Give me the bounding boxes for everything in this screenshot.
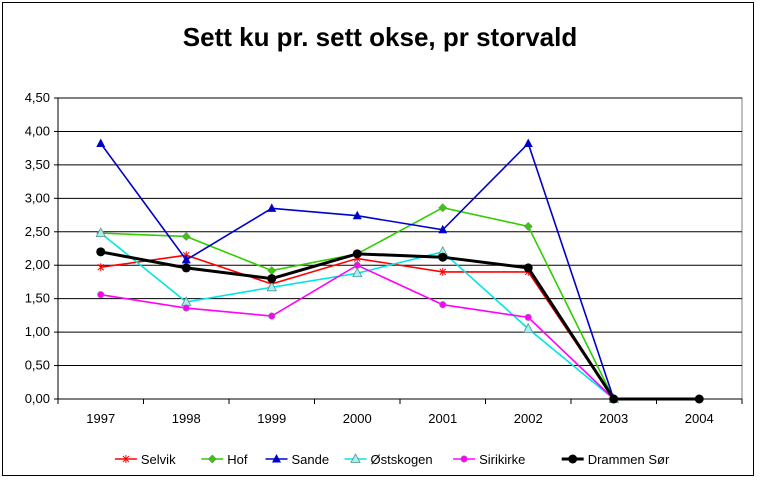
data-point-sande (267, 203, 277, 212)
data-point-drammen-s-r (181, 263, 191, 273)
data-point-drammen-s-r (438, 252, 448, 262)
y-tick-label: 2,50 (25, 224, 50, 239)
data-point-hof (523, 222, 533, 231)
data-point-sirikirke (97, 291, 105, 299)
y-tick-label: 2,00 (25, 257, 50, 272)
data-point-sirikirke (353, 261, 361, 269)
legend-label: Sande (292, 452, 330, 467)
y-tick-label: 3,50 (25, 157, 50, 172)
y-tick-label: 4,50 (25, 90, 50, 105)
data-point-drammen-s-r (96, 247, 106, 257)
data-point-sande (523, 138, 533, 147)
data-point-drammen-s-r (609, 394, 619, 404)
data-point-drammen-s-r (352, 249, 362, 259)
plot-area (57, 97, 743, 400)
x-tick-label: 1998 (172, 411, 201, 426)
x-tick-label: 2000 (343, 411, 372, 426)
data-point-sirikirke (524, 313, 532, 321)
y-tick-label: 1,00 (25, 324, 50, 339)
data-point-sande (96, 138, 106, 147)
data-point-sirikirke (439, 301, 447, 309)
legend-item-hof: Hof (201, 452, 248, 467)
data-point-sirikirke (182, 304, 190, 312)
legend-item-stskogen: Østskogen (344, 452, 433, 467)
x-tick-label: 2001 (428, 411, 457, 426)
data-point-drammen-s-r (523, 263, 533, 273)
chart-title: Sett ku pr. sett okse, pr storvald (182, 22, 578, 52)
legend-label: Østskogen (371, 452, 433, 467)
data-point-sirikirke (268, 312, 276, 320)
series-stskogen (95, 227, 619, 403)
legend-item-sirikirke: Sirikirke (453, 452, 525, 467)
data-point-sande (352, 210, 362, 220)
data-point-hof (438, 203, 448, 213)
y-tick-label: 0,50 (25, 358, 50, 373)
data-point-selvik (439, 267, 447, 276)
data-point-hof (181, 232, 191, 241)
data-point-stskogen (95, 227, 106, 238)
y-tick-label: 4,00 (25, 123, 50, 138)
data-point-stskogen (523, 322, 534, 333)
series-drammen-s-r (96, 247, 704, 404)
x-tick-label: 1997 (86, 411, 115, 426)
legend-item-selvik: Selvik (114, 452, 176, 467)
legend-label: Hof (227, 452, 248, 467)
series-line-drammen-s-r (100, 250, 700, 401)
y-tick-label: 0,00 (25, 391, 50, 406)
x-tick-label: 2003 (599, 411, 628, 426)
y-tick-label: 3,00 (25, 190, 50, 205)
x-tick-label: 1999 (257, 411, 286, 426)
legend-label: Selvik (141, 452, 176, 467)
x-tick-label: 2002 (514, 411, 543, 426)
legend-label: Sirikirke (479, 452, 525, 467)
y-tick-label: 1,50 (25, 291, 50, 306)
data-point-stskogen (352, 267, 363, 278)
legend-item-sande: Sande (265, 452, 330, 467)
data-point-selvik (97, 263, 105, 272)
data-point-drammen-s-r (694, 394, 704, 404)
legend-label: Drammen Sør (588, 452, 670, 467)
data-point-sande (438, 224, 448, 234)
legend-item-drammen-s-r: Drammen Sør (561, 452, 670, 467)
data-point-drammen-s-r (267, 274, 277, 284)
data-point-sande (181, 254, 191, 264)
x-tick-label: 2004 (685, 411, 714, 426)
data-point-stskogen (266, 281, 277, 292)
